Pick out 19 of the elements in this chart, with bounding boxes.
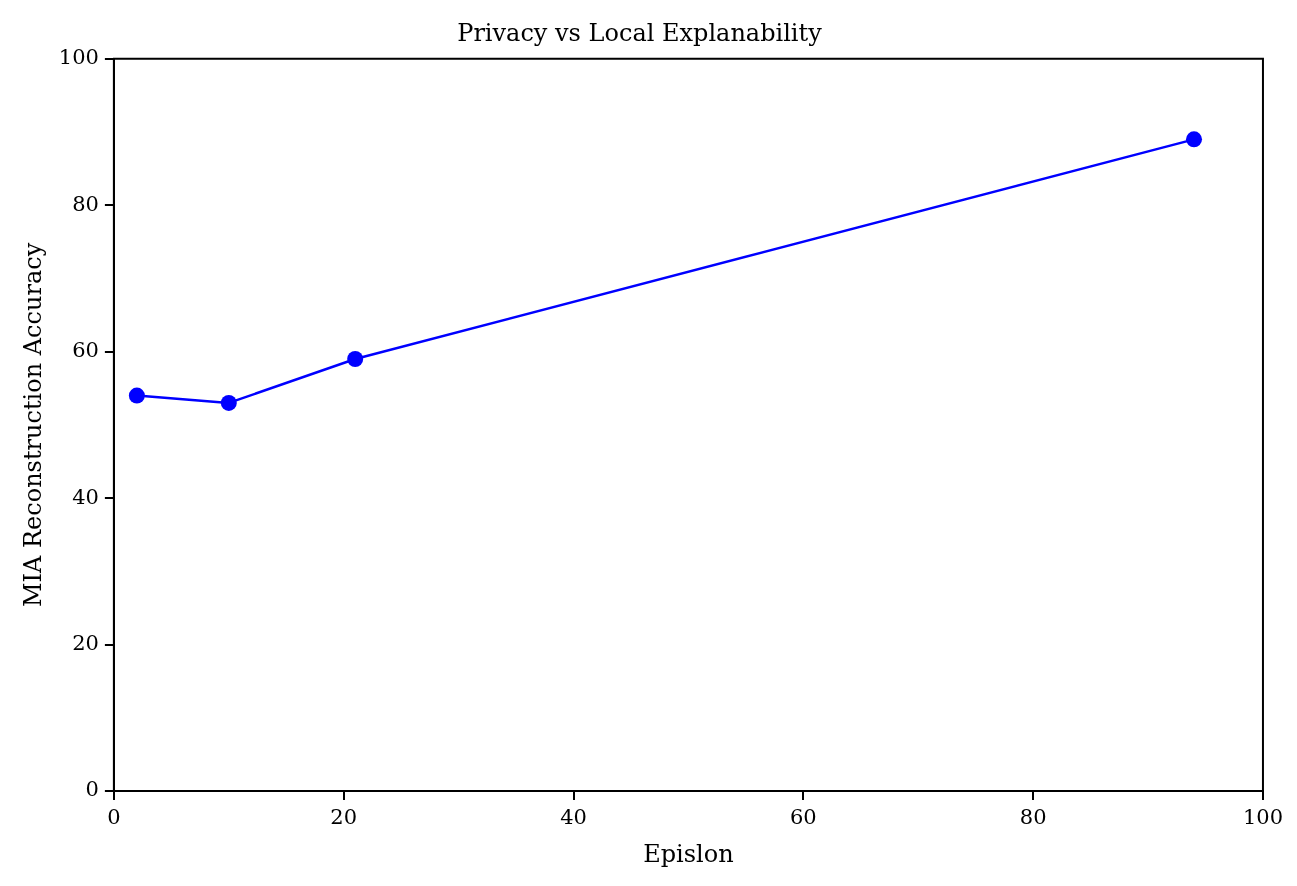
- y-tick-label: 100: [58, 45, 99, 70]
- y-tick-label: 20: [72, 631, 99, 656]
- point: [347, 351, 364, 367]
- y-tick-label: 0: [85, 777, 99, 802]
- x-tick-label: 80: [1019, 805, 1047, 830]
- x-tick-label: 0: [107, 805, 121, 830]
- x-tick-label: 40: [560, 805, 587, 830]
- y-tick-label: 80: [72, 191, 99, 216]
- y-tick-label: 40: [72, 484, 99, 509]
- point: [128, 387, 145, 404]
- y-axis-title: MIA Reconstruction Accuracy: [18, 242, 47, 608]
- x-axis-title: Epislon: [643, 839, 734, 868]
- x-tick-label: 20: [330, 805, 358, 830]
- x-tick-label: 60: [789, 805, 817, 830]
- chart-title: Privacy vs Local Explanability: [457, 18, 823, 47]
- x-tick-label: 100: [1242, 805, 1284, 830]
- point: [1186, 131, 1203, 148]
- y-tick-label: 60: [72, 338, 99, 363]
- point: [220, 394, 237, 411]
